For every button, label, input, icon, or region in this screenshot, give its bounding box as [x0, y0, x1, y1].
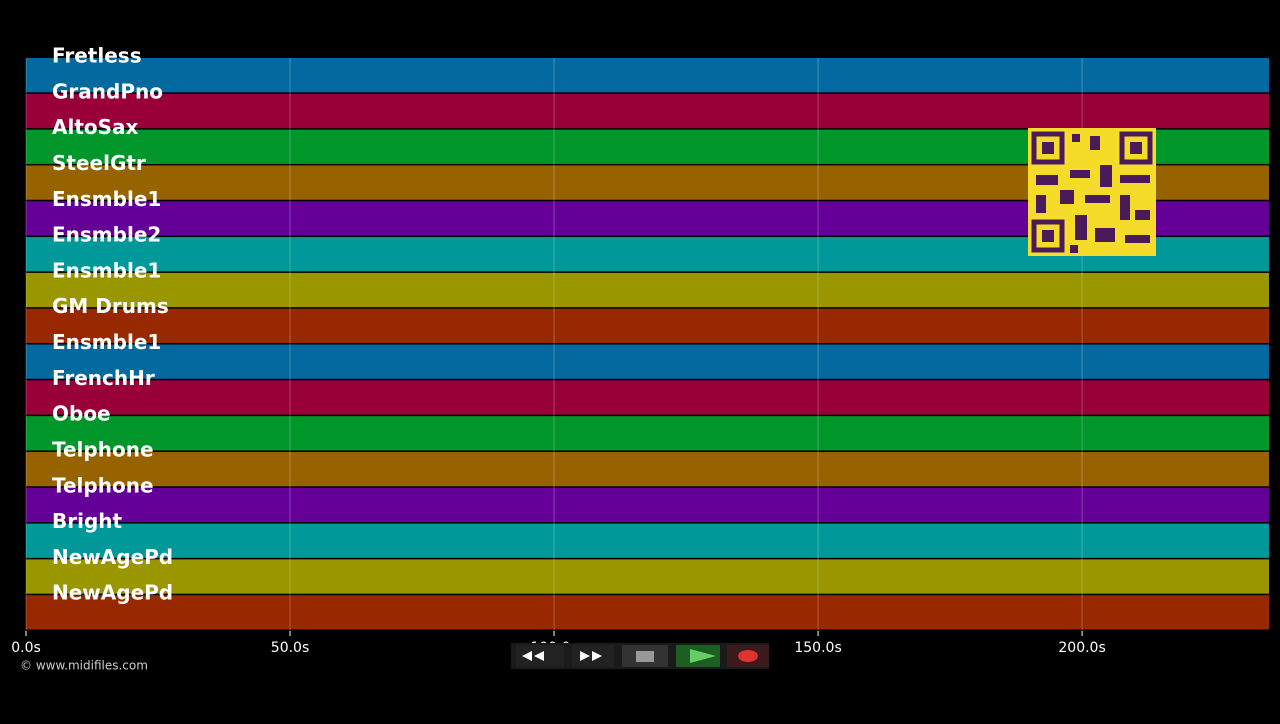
track-name: SteelGtr: [52, 151, 146, 175]
track-name: Fretless: [52, 44, 142, 68]
track-name: NewAgePd: [52, 581, 173, 605]
rewind-button[interactable]: [516, 645, 564, 667]
qr-code: [1028, 128, 1156, 256]
track-name: GrandPno: [52, 79, 163, 103]
track-name: AltoSax: [52, 115, 139, 139]
track-lane: [26, 272, 1269, 308]
track-name: Ensmble2: [52, 223, 161, 247]
track-name: Bright: [52, 509, 123, 533]
forward-button[interactable]: [572, 645, 614, 667]
play-button[interactable]: [676, 645, 720, 667]
track-lane: [26, 344, 1269, 379]
tick-label: 50.0s: [271, 640, 309, 656]
track-name: Ensmble1: [52, 330, 161, 354]
stop-button[interactable]: [622, 645, 668, 667]
track-lane: [26, 451, 1269, 487]
credit: © www.midifiles.com: [20, 659, 148, 673]
track-lane: [26, 595, 1269, 630]
tick-label: 0.0s: [11, 640, 41, 656]
tick-label: 150.0s: [794, 640, 841, 656]
track-name: NewAgePd: [52, 545, 173, 569]
tick-label: 200.0s: [1058, 640, 1105, 656]
track-name: Telphone: [52, 473, 154, 497]
track-name: Telphone: [52, 437, 154, 461]
track-lane: [26, 416, 1269, 451]
track-lane: [26, 559, 1269, 594]
track-lane: [26, 93, 1269, 129]
track-lane: [26, 308, 1269, 343]
track-name: GM Drums: [52, 294, 169, 318]
record-button[interactable]: [727, 645, 769, 667]
track-lane: [26, 523, 1269, 558]
track-name: Ensmble1: [52, 258, 161, 282]
track-labels: Fretless GrandPno AltoSax SteelGtr Ensmble1 E…: [52, 44, 173, 605]
track-lane: [26, 58, 1269, 93]
track-lane: [26, 487, 1269, 523]
track-name: Oboe: [52, 402, 111, 426]
track-name: Ensmble1: [52, 187, 161, 211]
transport-controls: [511, 643, 769, 669]
track-lane: [26, 380, 1269, 415]
track-name: FrenchHr: [52, 366, 155, 390]
